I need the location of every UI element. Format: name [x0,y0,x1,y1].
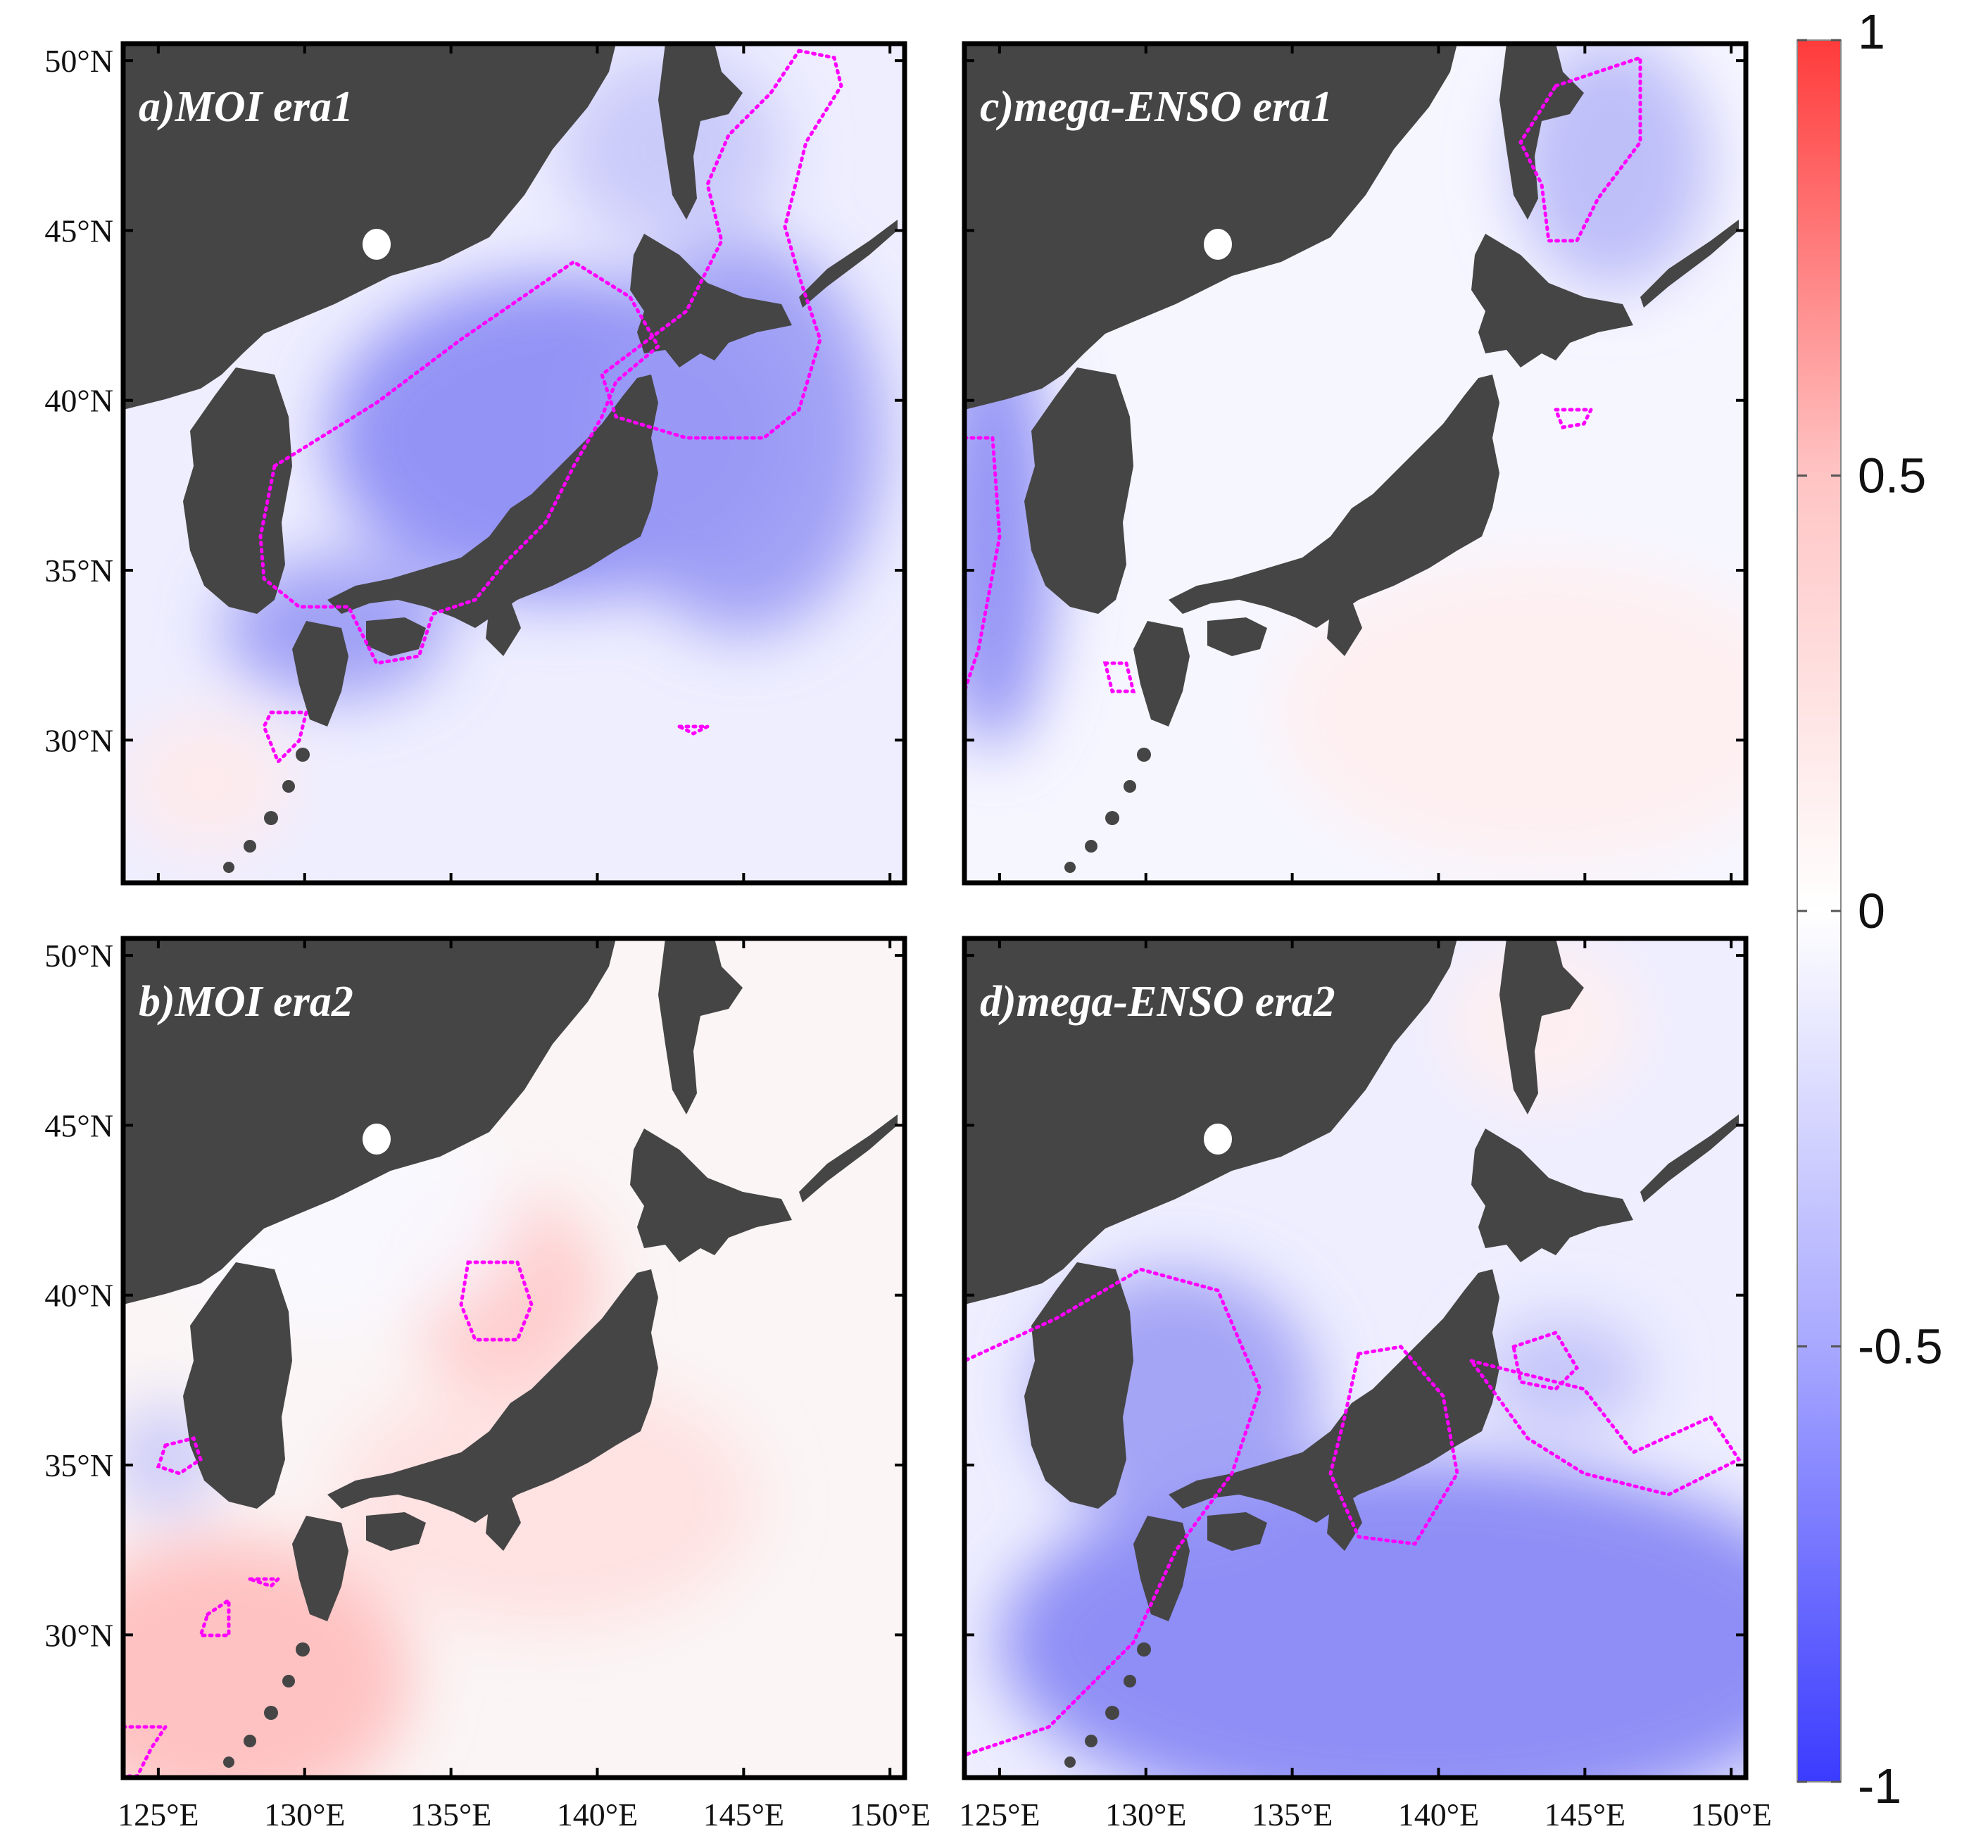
panel-frame [962,41,1749,886]
colorbar-tick-label: -1 [1858,1759,1901,1814]
significance-contour [262,710,309,765]
panel-frame [120,936,907,1780]
significance-contours [258,49,843,765]
y-tick-label: 40°N [44,383,113,419]
significance-contour [1102,661,1136,693]
significance-contour [123,1725,169,1778]
x-tick-label: 145°E [703,1797,785,1833]
x-tick-label: 130°E [264,1797,346,1833]
panel-title: c)mega-ENSO era1 [980,83,1333,131]
panel-title: d)mega-ENSO era2 [980,978,1335,1026]
colorbar-tick-label: 0.5 [1858,448,1926,503]
panel-c: c)mega-ENSO era1 [962,41,1749,886]
x-tick-label: 145°E [1545,1797,1626,1833]
significance-contour [678,724,709,736]
significance-contour [1511,1330,1580,1391]
panel-grid: 30°N 35°N 40°N 45°N 50°N a)MOI era1 c)mega-ENS… [44,41,1772,1833]
y-tick-label: 50°N [44,43,113,79]
x-tick-label: 150°E [849,1797,931,1833]
panel-title: a)MOI era1 [139,83,353,131]
panel-a: 30°N 35°N 40°N 45°N 50°N a)MOI era1 [44,41,907,886]
y-tick-label: 35°N [44,553,113,589]
y-tick-label: 45°N [44,1107,113,1143]
significance-contour [1466,1357,1742,1497]
significance-contour [1518,55,1642,243]
significance-contour [1328,1345,1459,1546]
y-tick-label: 30°N [44,1617,113,1653]
y-tick-label: 45°N [44,213,113,249]
colorbar: 1 0.5 0 -0.5 -1 [1797,4,1943,1814]
x-tick-label: 125°E [959,1797,1040,1833]
panel-frame [962,936,1749,1780]
significance-contour [964,436,1002,692]
x-tick-label: 125°E [118,1797,199,1833]
significance-contour [198,1597,231,1638]
significance-contour [459,1260,534,1342]
panel-d: 125°E 130°E 135°E 140°E 145°E 150°E d)mega-ENS… [959,936,1772,1833]
significance-contour [249,1577,283,1588]
colorbar-tick-label: -0.5 [1858,1319,1943,1374]
x-tick-label: 140°E [557,1797,638,1833]
colorbar-tick-label: 1 [1858,4,1885,59]
significance-contours [123,1260,534,1778]
panel-title: b)MOI era2 [139,978,353,1026]
x-tick-label: 150°E [1690,1797,1772,1833]
significance-contour [600,49,843,440]
significance-contours [964,55,1642,693]
panel-frame [120,41,907,886]
x-tick-label: 130°E [1105,1797,1187,1833]
y-tick-label: 35°N [44,1447,113,1483]
y-tick-label: 50°N [44,938,113,974]
y-tick-label: 30°N [44,722,113,758]
x-tick-label: 135°E [1252,1797,1333,1833]
colorbar-ticks: 1 0.5 0 -0.5 -1 [1797,4,1943,1814]
y-tick-label: 40°N [44,1278,113,1314]
x-tick-label: 135°E [410,1797,492,1833]
colorbar-tick-label: 0 [1858,884,1885,938]
significance-contour [156,1436,203,1476]
significance-contour [1553,408,1594,429]
x-tick-label: 140°E [1398,1797,1480,1833]
significance-contours [964,1267,1742,1757]
panel-b: 125°E 130°E 135°E 140°E 145°E 150°E 30°N 35°N 40… [44,936,931,1833]
significance-contour [258,260,661,665]
significance-contour [964,1267,1262,1757]
